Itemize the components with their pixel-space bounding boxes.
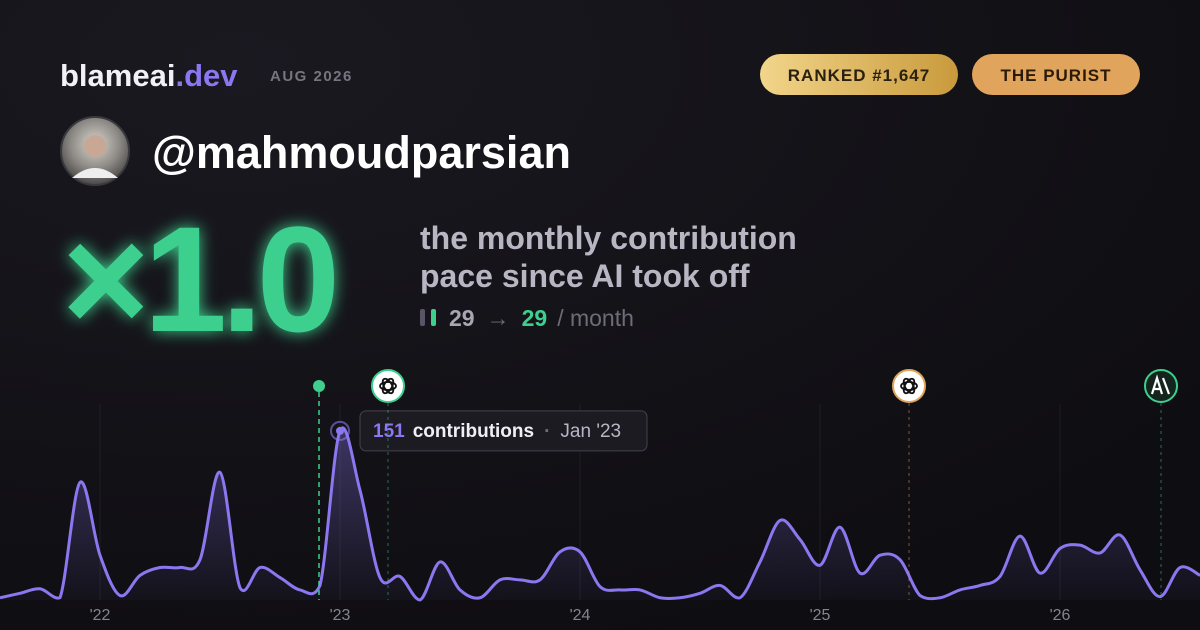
pace-after: 29 — [522, 305, 548, 331]
persona-badge — [972, 54, 1140, 95]
pace: 29 → 29 / month — [449, 305, 634, 331]
pace-before: 29 — [449, 305, 475, 331]
x-tick-label: '22 — [90, 607, 111, 624]
area — [0, 427, 1200, 600]
chart: '22 '23 '24 '25 '26 151 contributions · Jan '23 — [0, 404, 1200, 624]
before-swatch — [420, 309, 425, 326]
handle: @mahmoudparsian — [152, 127, 571, 178]
persona-text: THE PURIST — [1000, 66, 1111, 85]
brand: blameai.dev — [60, 58, 238, 93]
peak-ring — [330, 420, 350, 441]
rank-text: RANKED #1,647 — [788, 66, 930, 85]
x-tick-label: '25 — [810, 607, 831, 624]
events — [313, 369, 1178, 600]
pace-arrow: → — [487, 305, 510, 331]
after-swatch — [431, 309, 436, 326]
period: AUG 2026 — [270, 68, 353, 85]
x-tick-label: '23 — [330, 607, 351, 624]
brand-suffix: .dev — [175, 58, 238, 93]
pace-unit: / month — [557, 305, 634, 331]
rank-badge — [760, 54, 958, 95]
tooltip-sep: · — [544, 421, 550, 442]
tooltip-label: contributions — [413, 421, 534, 442]
tooltip-value: 151 — [373, 421, 405, 442]
brand-name: blameai — [60, 58, 175, 93]
openai-icon — [371, 369, 405, 403]
desc-line-1: the monthly contribution — [420, 220, 797, 256]
anthropic-icon — [1144, 369, 1178, 403]
multiplier: ×1.0 — [62, 195, 335, 363]
peak-point — [336, 426, 344, 435]
tooltip-date: Jan '23 — [560, 421, 621, 442]
desc-line-2: pace since AI took off — [420, 258, 750, 294]
openai-icon — [892, 369, 926, 403]
x-tick-label: '26 — [1050, 607, 1071, 624]
event-dot — [313, 380, 325, 392]
tooltip-text: 151 contributions · Jan '23 — [373, 421, 621, 442]
x-tick-label: '24 — [570, 607, 591, 624]
tooltip — [359, 410, 648, 452]
line — [0, 426, 1200, 602]
avatar — [60, 116, 130, 186]
